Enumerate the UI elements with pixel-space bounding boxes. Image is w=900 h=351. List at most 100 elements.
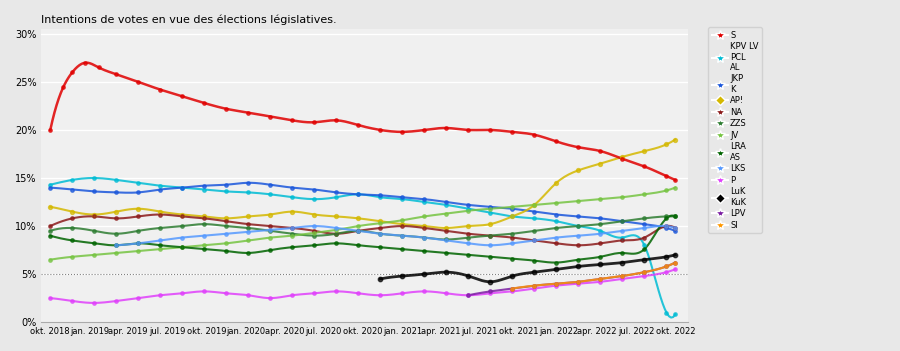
Point [109,177,123,183]
Point [616,218,630,224]
Legend: S, KPV LV
PCL
AL, JKP
K, AP!, NA, ZZS, JV, LRA
AS, LKS, P, LuK
KuK, LPV, SI: S, KPV LV PCL AL, JKP K, AP!, NA, ZZS, J… [708,27,762,233]
Point [131,228,146,234]
Point [219,223,233,229]
Point [593,231,608,237]
Point [439,199,454,205]
Point [668,185,682,190]
Point [374,192,388,198]
Point [527,283,542,289]
Point [616,156,630,161]
Point [483,221,498,227]
Point [461,231,475,237]
Point [329,194,344,200]
Point [616,228,630,234]
Point [572,167,586,173]
Point [329,231,344,237]
Point [395,233,410,238]
Point [153,209,167,214]
Point [307,230,321,236]
Point [351,192,365,197]
Point [418,271,432,277]
Point [505,214,519,219]
Point [616,154,630,160]
Point [176,244,190,250]
Point [153,212,167,217]
Point [616,260,630,265]
Point [307,212,321,217]
Point [527,258,542,264]
Point [285,209,300,214]
Point [374,194,388,200]
Point [176,223,190,229]
Point [153,87,167,92]
Point [572,279,586,285]
Point [439,291,454,296]
Point [549,283,563,289]
Point [418,235,432,240]
Point [374,218,388,224]
Point [505,273,519,279]
Point [637,273,652,279]
Point [593,216,608,221]
Point [307,228,321,234]
Point [395,233,410,238]
Point [593,196,608,202]
Point [65,216,79,221]
Point [65,254,79,260]
Point [439,238,454,243]
Point [593,221,608,227]
Point [351,228,365,234]
Point [637,192,652,197]
Point [351,228,365,234]
Point [109,209,123,214]
Point [131,79,146,85]
Point [87,214,102,219]
Point [153,246,167,252]
Point [131,214,146,219]
Point [263,235,277,240]
Point [197,246,211,252]
Point [153,292,167,298]
Point [43,257,58,263]
Point [637,269,652,275]
Point [43,127,58,133]
Point [43,223,58,229]
Point [668,214,682,219]
Point [87,300,102,306]
Point [87,252,102,258]
Point [572,233,586,238]
Point [549,260,563,265]
Point [616,273,630,279]
Point [153,238,167,243]
Point [374,127,388,133]
Point [176,291,190,296]
Point [92,65,106,70]
Point [637,164,652,169]
Point [307,196,321,202]
Point [57,84,71,90]
Point [329,231,344,237]
Point [549,180,563,186]
Point [660,254,674,260]
Point [660,264,674,269]
Point [660,269,674,275]
Point [593,276,608,282]
Point [65,238,79,243]
Point [285,194,300,200]
Point [668,177,682,183]
Point [461,202,475,208]
Point [660,214,674,219]
Point [439,225,454,231]
Point [637,243,652,248]
Point [572,264,586,269]
Point [197,214,211,219]
Point [374,225,388,231]
Point [572,281,586,286]
Point [572,223,586,229]
Point [43,233,58,238]
Point [483,254,498,260]
Point [616,235,630,240]
Point [351,122,365,128]
Point [418,214,432,219]
Point [549,218,563,224]
